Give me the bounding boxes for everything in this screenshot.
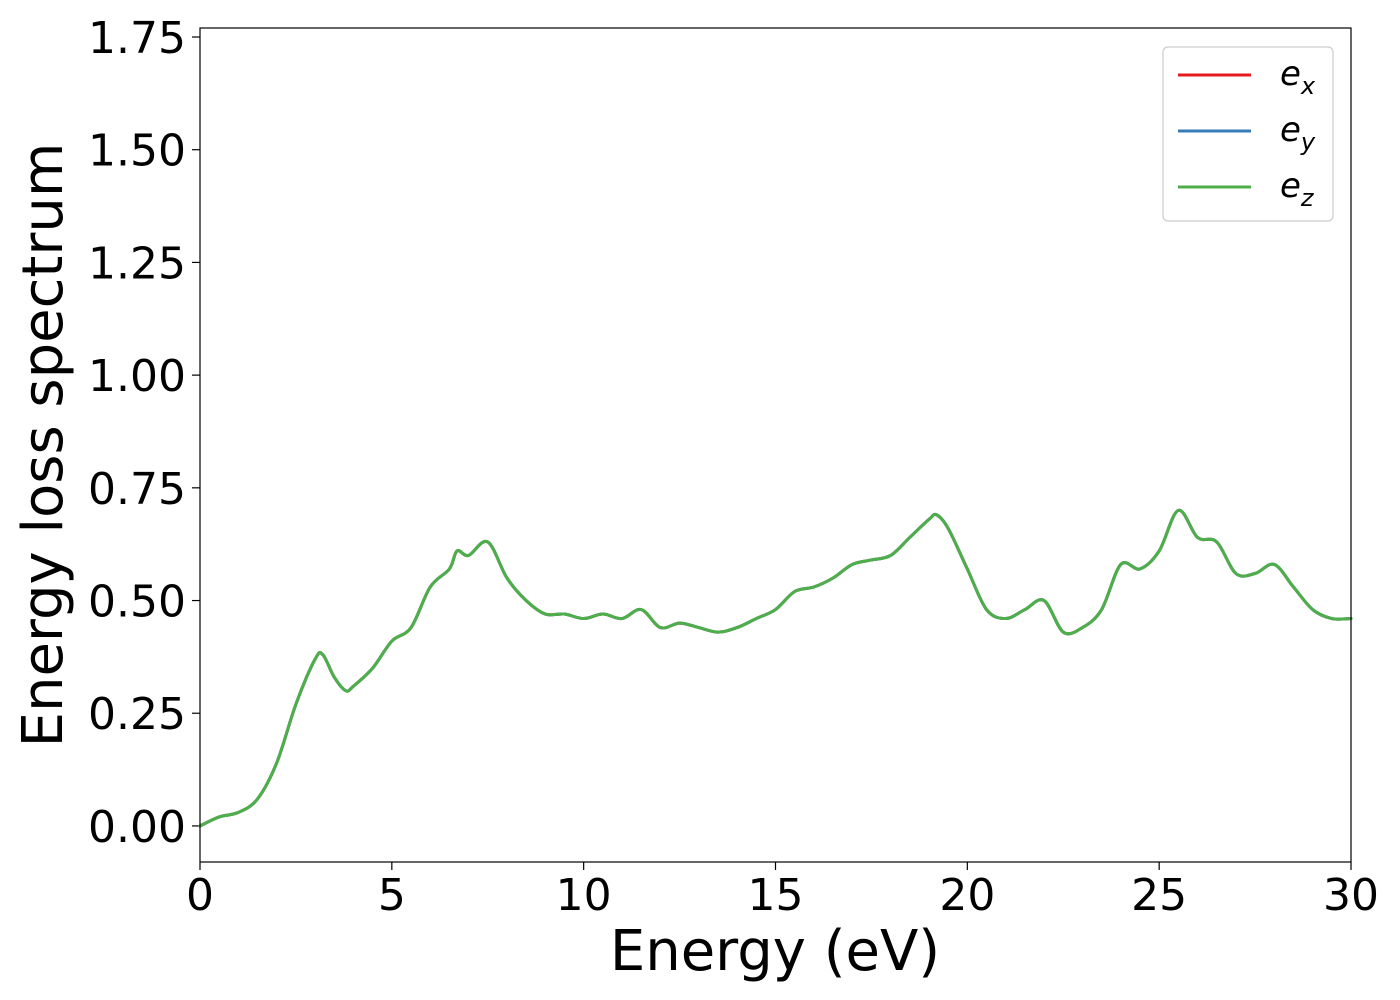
x-axis: 0 5 10 15 20 25 30 — [186, 862, 1379, 921]
y-axis: 0.00 0.25 0.50 0.75 1.00 1.25 1.50 1.75 — [88, 13, 200, 853]
y-tick-label: 1.50 — [88, 126, 186, 177]
y-tick-label: 0.50 — [88, 577, 186, 628]
y-tick-label: 1.75 — [88, 13, 186, 64]
legend-label-e-z: ez — [1280, 166, 1315, 212]
legend-label-e-y: ey — [1280, 110, 1316, 156]
y-axis-title: Energy loss spectrum — [11, 143, 76, 748]
x-tick-label: 15 — [748, 870, 804, 921]
x-tick-label: 5 — [378, 870, 406, 921]
x-tick-label: 30 — [1323, 870, 1379, 921]
plot-area — [200, 28, 1351, 862]
y-tick-label: 0.00 — [88, 802, 186, 853]
plot-frame — [199, 27, 1352, 863]
y-tick-label: 0.25 — [88, 689, 186, 740]
x-tick-label: 10 — [556, 870, 612, 921]
legend-label-e-x: ex — [1280, 54, 1316, 100]
series-lines — [198, 508, 1353, 828]
legend-box — [1162, 46, 1334, 222]
legend: ex ey ez — [1162, 46, 1334, 222]
y-tick-label: 1.25 — [88, 238, 186, 289]
y-tick-label: 1.00 — [88, 351, 186, 402]
x-axis-title: Energy (eV) — [610, 919, 940, 984]
series-line-e-z — [198, 508, 1353, 828]
x-tick-label: 25 — [1131, 870, 1187, 921]
y-tick-label: 0.75 — [88, 464, 186, 515]
x-tick-label: 0 — [186, 870, 214, 921]
x-tick-label: 20 — [939, 870, 995, 921]
